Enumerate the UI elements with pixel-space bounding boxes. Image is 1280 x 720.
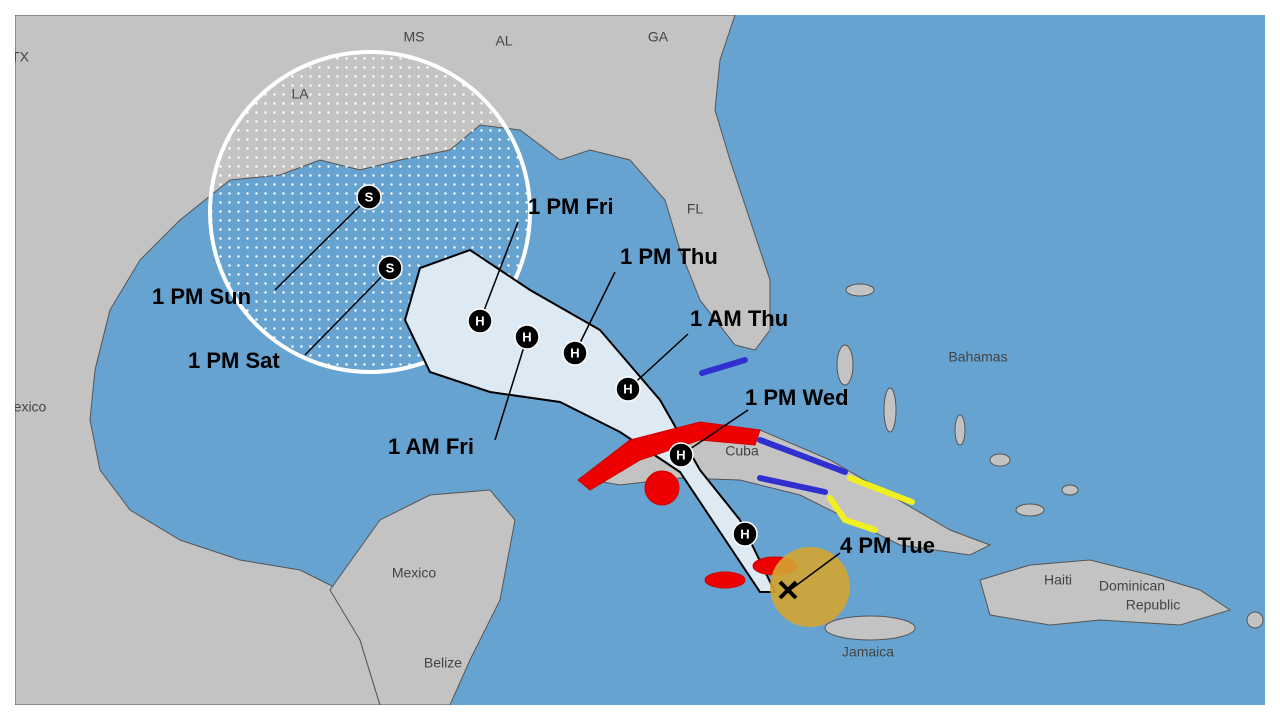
place-label: LA: [291, 86, 309, 102]
hurricane-watch: [699, 357, 848, 495]
leader-line: [274, 196, 370, 291]
place-label: AL: [495, 33, 512, 49]
place-label: TX: [11, 49, 30, 65]
forecast-point: [377, 255, 403, 281]
leader-line: [627, 333, 689, 390]
place-label: Mexico: [392, 565, 437, 581]
time-label: 4 PM Tue: [840, 533, 935, 558]
place-label: Belize: [424, 655, 462, 671]
time-label: 1 PM Wed: [745, 385, 849, 410]
storm-symbol: H: [740, 527, 749, 542]
storm-symbol: H: [623, 382, 632, 397]
hurricane-warning: [577, 421, 798, 589]
place-label: exico: [14, 399, 47, 415]
place-label: Republic: [1126, 597, 1180, 613]
land-bahamas: [836, 283, 1264, 629]
current-position: [778, 580, 798, 600]
forecast-point: [615, 376, 641, 402]
time-label: 1 PM Fri: [528, 194, 614, 219]
forecast-point: [514, 324, 540, 350]
place-label: Cuba: [725, 443, 759, 459]
leader-line: [574, 271, 616, 354]
time-label: 1 PM Thu: [620, 244, 718, 269]
time-label: 1 AM Fri: [388, 434, 474, 459]
place-label: Jamaica: [842, 644, 894, 660]
leader-line: [304, 267, 391, 356]
land-jamaica: [824, 615, 916, 641]
place-label: GA: [648, 29, 669, 45]
storm-symbol: H: [522, 330, 531, 345]
leader-line: [479, 221, 519, 322]
place-label: MS: [404, 29, 425, 45]
map-body: TX MS AL GA LA FL exico Bahamas Cuba Mexico Haiti D…: [11, 15, 1265, 705]
forecast-point: [467, 308, 493, 334]
time-label: 1 PM Sun: [152, 284, 251, 309]
current-wind-field: [770, 547, 850, 627]
forecast-cone: [403, 248, 777, 593]
storm-symbol: S: [386, 261, 395, 276]
place-label: Haiti: [1044, 572, 1072, 588]
forecast-point: [732, 521, 758, 547]
forecast-point: [356, 184, 382, 210]
forecast-point: [562, 340, 588, 366]
forecast-point: [668, 442, 694, 468]
leader-line: [789, 552, 841, 591]
storm-symbol: H: [475, 314, 484, 329]
land-hispaniola: [979, 559, 1232, 626]
storm-symbol: H: [676, 448, 685, 463]
time-label: 1 PM Sat: [188, 348, 280, 373]
time-label: 1 AM Thu: [690, 306, 788, 331]
storm-symbol: S: [365, 190, 374, 205]
place-label: Dominican: [1099, 578, 1165, 594]
leader-line: [680, 409, 749, 456]
tropical-storm-warning: [827, 475, 915, 533]
place-label: FL: [687, 201, 704, 217]
land-yucatan: [329, 489, 516, 705]
storm-symbol: H: [570, 346, 579, 361]
place-label: Bahamas: [948, 349, 1007, 365]
leader-line: [494, 336, 528, 441]
